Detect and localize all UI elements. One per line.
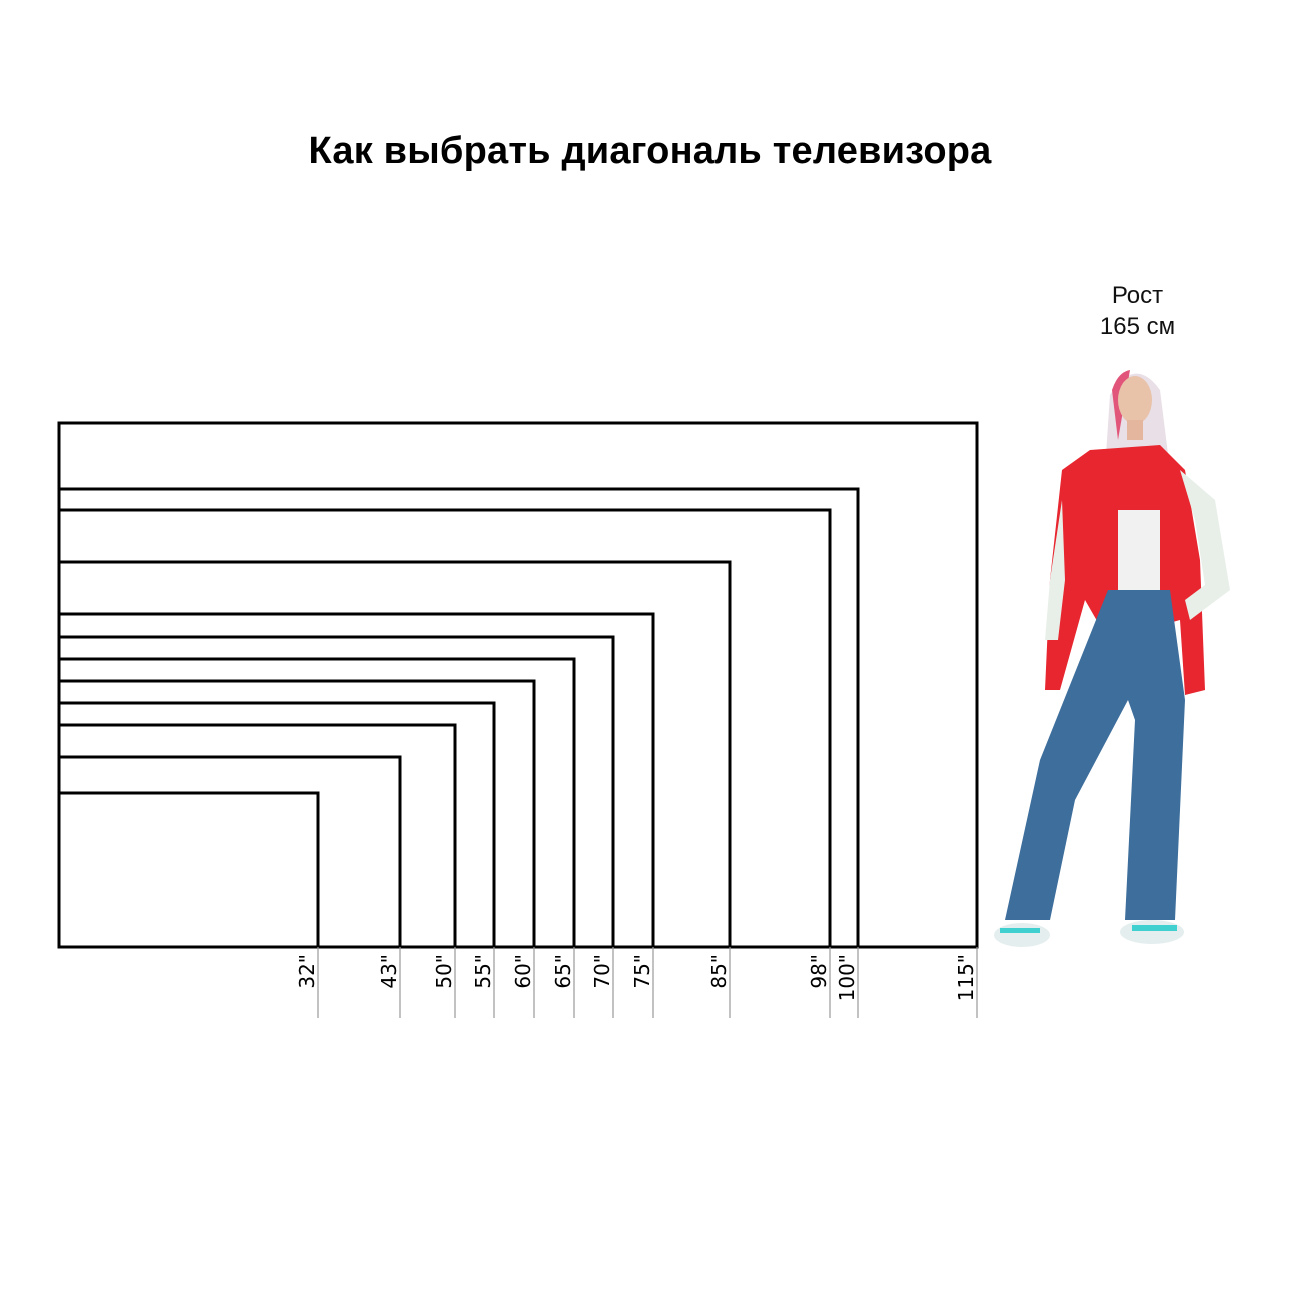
tv-outline-98in: [57, 508, 832, 947]
tv-outline-115in: [57, 421, 979, 947]
tv-outline-75in: [57, 612, 655, 947]
tv-outline-43in: [57, 755, 402, 947]
size-label: 98": [807, 954, 831, 989]
tv-outlines: [57, 421, 979, 949]
size-label: 100": [835, 954, 859, 1001]
size-label: 70": [590, 954, 614, 989]
size-label: 60": [511, 954, 535, 989]
jeans: [1005, 590, 1185, 920]
tv-outline-55in: [57, 701, 496, 947]
tv-outline-100in: [57, 487, 860, 947]
size-label: 32": [295, 954, 319, 989]
size-label: 85": [707, 954, 731, 989]
size-ticks: 32" 43" 50" 55" 60" 65" 70" 75" 85" 98" 100" 115": [295, 947, 978, 1018]
tv-outline-32in: [57, 791, 320, 947]
shoe-left: [994, 923, 1050, 947]
height-label-line1: Рост: [1111, 282, 1164, 309]
size-label: 65": [551, 954, 575, 989]
face: [1118, 376, 1152, 424]
size-label: 43": [377, 954, 401, 989]
top-shirt: [1118, 510, 1160, 590]
jacket-sleeve-left: [1045, 500, 1065, 640]
size-label: 50": [432, 954, 456, 989]
page-title: Как выбрать диагональ телевизора: [308, 130, 992, 172]
jacket-sleeve-right: [1180, 470, 1230, 620]
neck: [1127, 420, 1143, 440]
shoe-accent-right: [1132, 925, 1177, 931]
size-label: 75": [630, 954, 654, 989]
tv-outline-60in: [57, 679, 536, 947]
person-figure: [994, 370, 1230, 947]
shoe-right: [1120, 920, 1184, 944]
size-label: 55": [471, 954, 495, 989]
tv-outline-85in: [57, 560, 732, 947]
size-label: 115": [954, 954, 978, 1001]
height-label-line2: 165 см: [1099, 313, 1176, 340]
person-height-label: Рост 165 см: [1080, 280, 1195, 342]
shoe-accent-left: [1000, 928, 1040, 933]
